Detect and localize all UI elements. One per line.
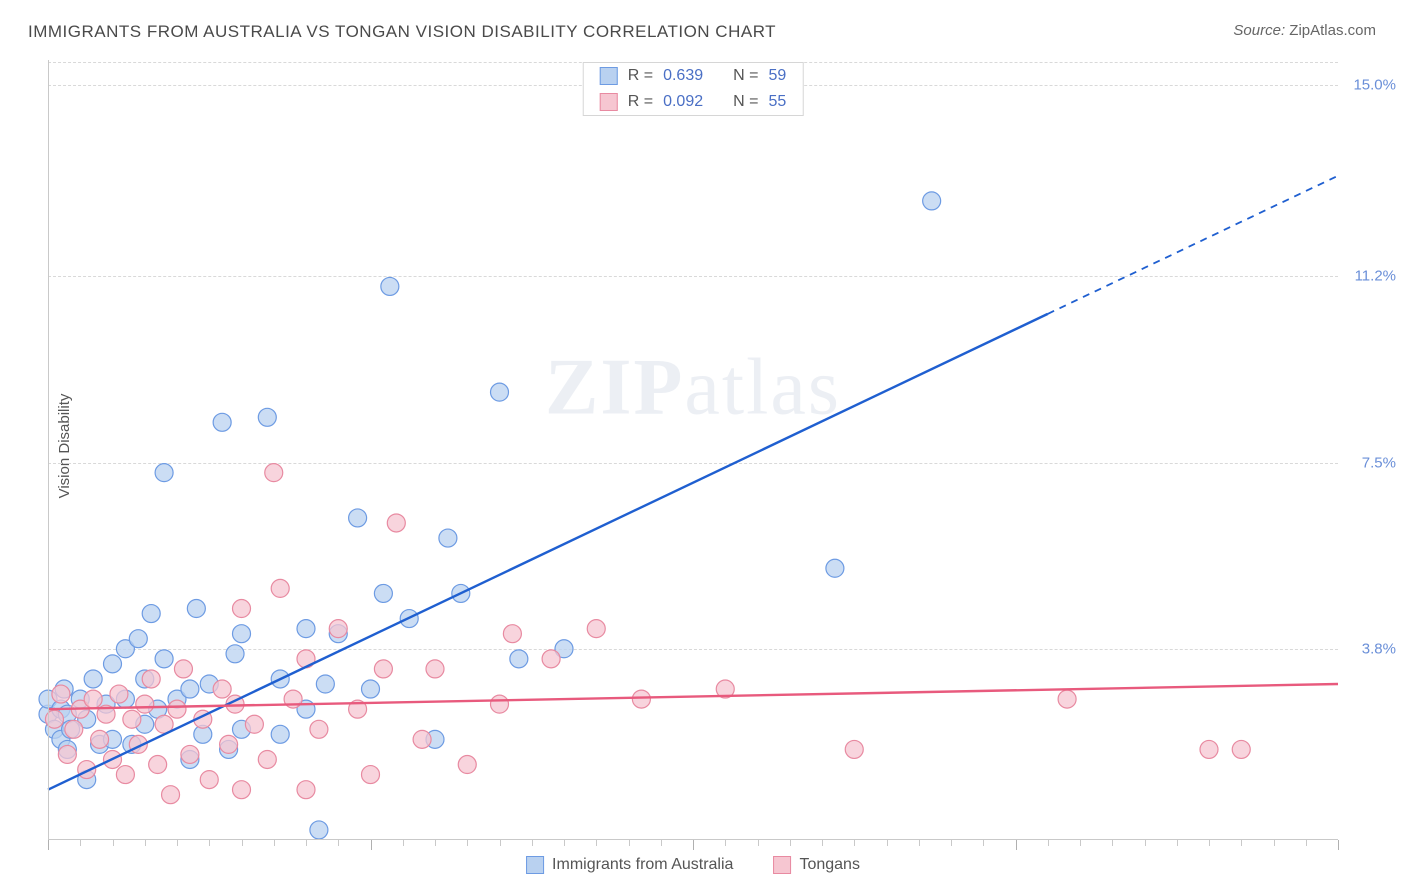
legend-n-label-1: N = — [733, 93, 758, 111]
legend-series-swatch-0 — [526, 856, 544, 874]
y-tick-label: 7.5% — [1362, 454, 1396, 471]
legend-series-item-0: Immigrants from Australia — [526, 856, 733, 874]
legend-stats: R = 0.639 N = 59 R = 0.092 N = 55 — [583, 62, 804, 116]
legend-series-swatch-1 — [773, 856, 791, 874]
y-tick-label: 11.2% — [1355, 268, 1396, 285]
y-tick-label: 15.0% — [1353, 77, 1396, 94]
legend-stats-row-1: R = 0.092 N = 55 — [584, 89, 803, 115]
legend-swatch-0 — [600, 67, 618, 85]
legend-n-label-0: N = — [733, 67, 758, 85]
legend-r-value-1: 0.092 — [663, 93, 703, 111]
legend-series: Immigrants from Australia Tongans — [526, 856, 860, 874]
legend-stats-row-0: R = 0.639 N = 59 — [584, 63, 803, 89]
y-axis — [48, 60, 49, 840]
source-prefix: Source: — [1233, 22, 1289, 39]
legend-swatch-1 — [600, 93, 618, 111]
legend-series-label-1: Tongans — [799, 856, 860, 874]
legend-n-value-0: 59 — [768, 67, 786, 85]
source-credit: Source: ZipAtlas.com — [1233, 22, 1376, 39]
legend-r-label-0: R = — [628, 67, 653, 85]
legend-n-value-1: 55 — [768, 93, 786, 111]
scatter-svg — [48, 60, 1338, 840]
legend-series-item-1: Tongans — [773, 856, 860, 874]
y-tick-label: 3.8% — [1362, 640, 1396, 657]
chart-title: IMMIGRANTS FROM AUSTRALIA VS TONGAN VISI… — [28, 22, 776, 42]
legend-r-label-1: R = — [628, 93, 653, 111]
chart-plot-area: ZIPatlas 3.8%7.5%11.2%15.0% R = 0.639 N … — [48, 60, 1338, 840]
legend-series-label-0: Immigrants from Australia — [552, 856, 733, 874]
legend-r-value-0: 0.639 — [663, 67, 703, 85]
source-name: ZipAtlas.com — [1289, 22, 1376, 39]
